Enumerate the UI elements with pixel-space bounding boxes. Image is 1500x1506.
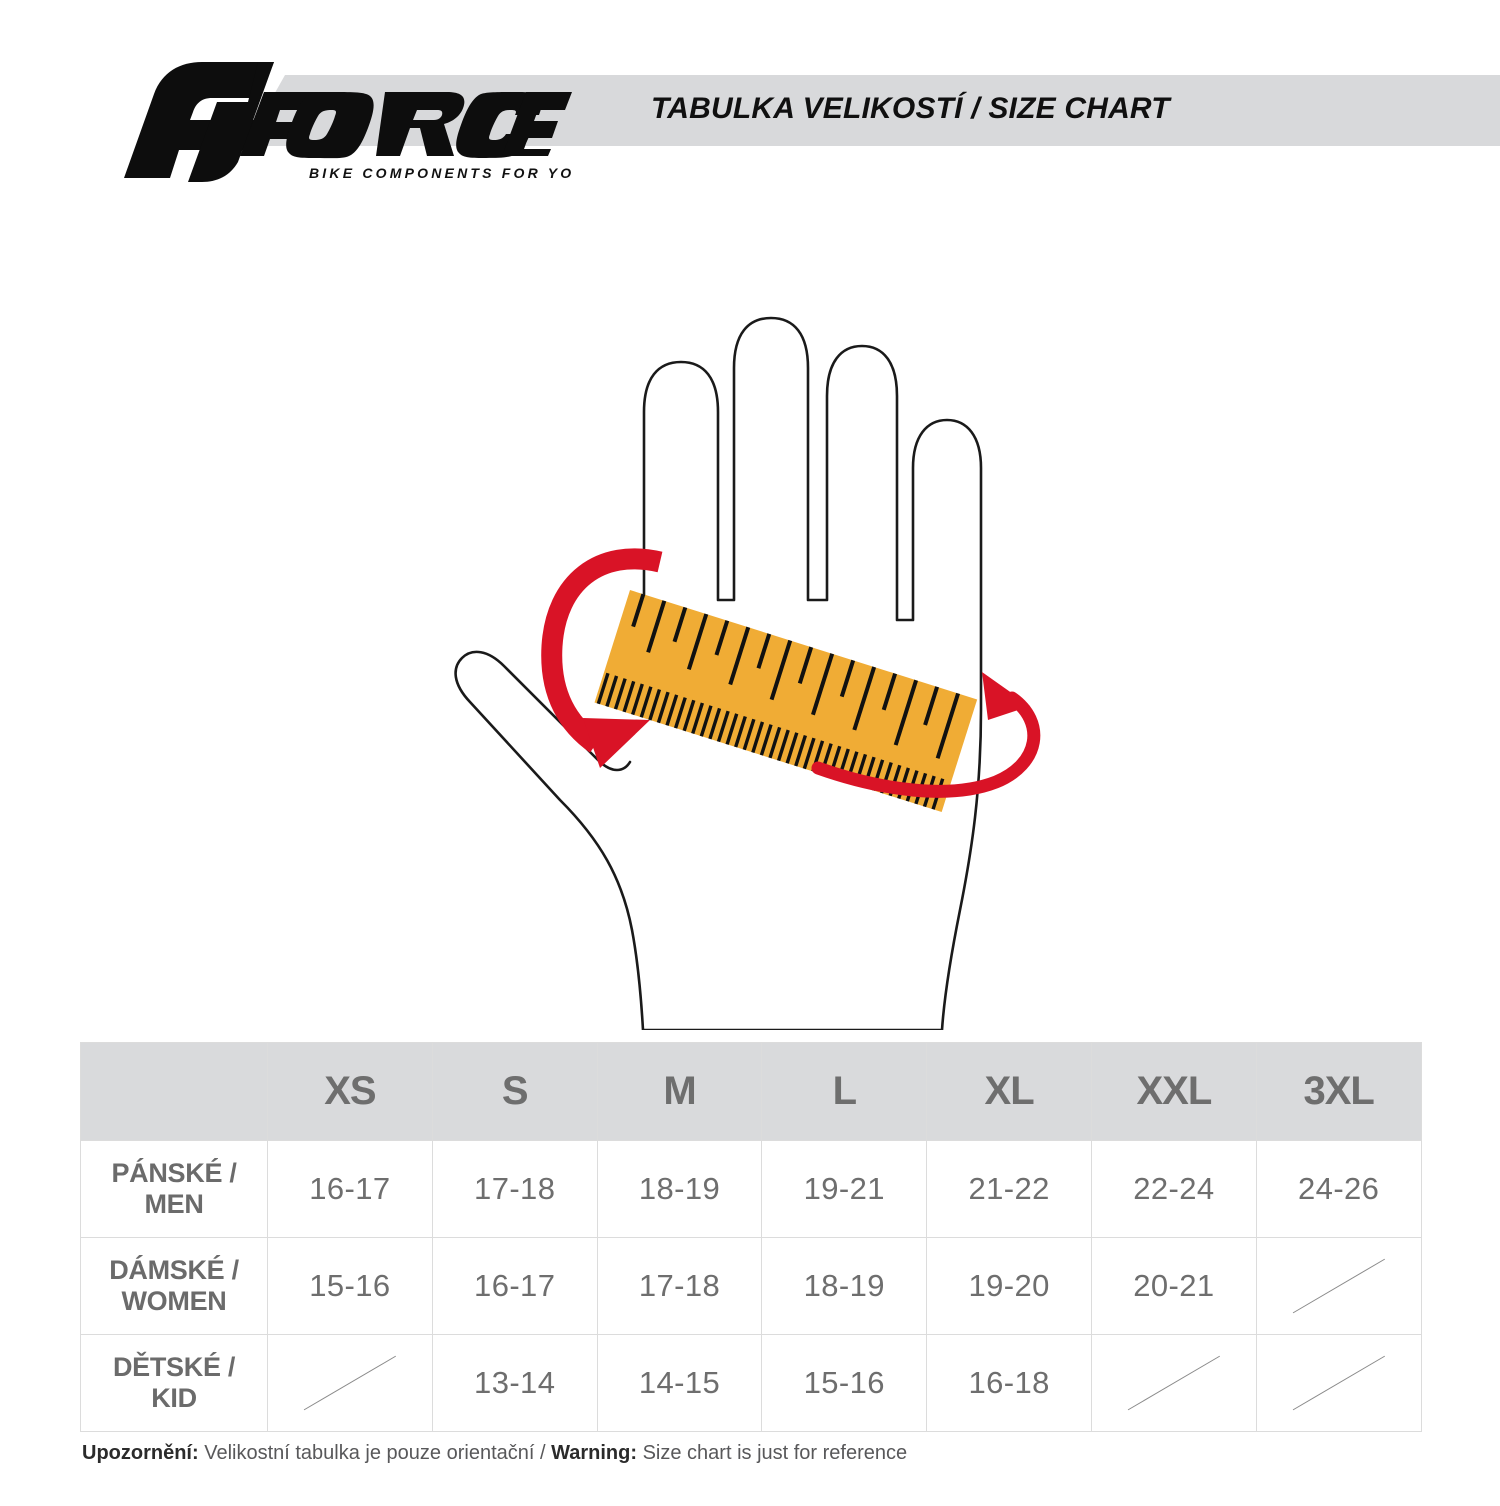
warning-label-en: Warning: <box>551 1442 638 1464</box>
cell-men-xs: 16-17 <box>267 1140 433 1238</box>
hand-measurement-illustration <box>454 316 1041 1030</box>
cell-kid-xl: 16-18 <box>926 1334 1092 1432</box>
row-label-kid-line2: KID <box>151 1383 197 1413</box>
cell-kid-l: 15-16 <box>761 1334 928 1432</box>
column-header-xs: XS <box>267 1042 433 1141</box>
diagonal-slash-icon <box>1092 1335 1256 1431</box>
warning-text-en: Size chart is just for reference <box>637 1442 908 1464</box>
row-label-men-line2: MEN <box>144 1189 204 1219</box>
cell-women-m: 17-18 <box>596 1237 763 1335</box>
cell-kid-m: 14-15 <box>596 1334 763 1432</box>
cell-men-3xl: 24-26 <box>1255 1140 1422 1238</box>
cell-men-s: 17-18 <box>431 1140 598 1238</box>
cell-women-xxl: 20-21 <box>1090 1237 1257 1335</box>
row-label-kid: DĚTSKÉ / KID <box>80 1334 268 1432</box>
cell-women-s: 16-17 <box>431 1237 598 1335</box>
cell-men-xl: 21-22 <box>926 1140 1092 1238</box>
row-label-women-line2: WOMEN <box>121 1286 227 1316</box>
cell-men-l: 19-21 <box>761 1140 928 1238</box>
cell-kid-xxl-empty <box>1090 1334 1257 1432</box>
cell-kid-s: 13-14 <box>431 1334 598 1432</box>
footer-warning-note: Upozornění: Velikostní tabulka je pouze … <box>82 1442 907 1465</box>
row-label-women-line1: DÁMSKÉ / <box>109 1254 239 1285</box>
warning-text-cs: Velikostní tabulka je pouze orientační / <box>198 1442 552 1464</box>
warning-label-cs: Upozornění: <box>82 1442 199 1464</box>
cell-women-xs: 15-16 <box>267 1237 433 1335</box>
logo-tagline-text: BIKE COMPONENTS FOR YOU <box>309 165 572 181</box>
cell-women-l: 18-19 <box>761 1237 928 1335</box>
cell-women-xl: 19-20 <box>926 1237 1092 1335</box>
row-label-kid-line1: DĚTSKÉ / <box>112 1351 236 1382</box>
cell-women-3xl-empty <box>1255 1237 1422 1335</box>
row-label-men-line1: PÁNSKÉ / <box>111 1157 237 1188</box>
table-header-row: XS S M L XL XXL 3XL <box>80 1042 1422 1141</box>
page-header: BIKE COMPONENTS FOR YOU TABULKA VELIKOST… <box>0 0 1500 200</box>
column-header-3xl: 3XL <box>1255 1042 1422 1141</box>
diagonal-slash-icon <box>268 1335 432 1431</box>
page-title: TABULKA VELIKOSTÍ / SIZE CHART <box>651 92 1170 125</box>
size-chart-table: XS S M L XL XXL 3XL PÁNSKÉ / MEN 16-17 1… <box>80 1042 1422 1432</box>
measure-arrow-left <box>541 548 663 768</box>
table-row-men: PÁNSKÉ / MEN 16-17 17-18 18-19 19-21 21-… <box>80 1140 1422 1238</box>
cell-men-m: 18-19 <box>596 1140 763 1238</box>
column-header-s: S <box>431 1042 598 1141</box>
column-header-l: L <box>761 1042 928 1141</box>
table-corner-cell <box>80 1042 268 1141</box>
row-label-men: PÁNSKÉ / MEN <box>80 1140 268 1238</box>
diagonal-slash-icon <box>1257 1335 1421 1431</box>
column-header-xl: XL <box>926 1042 1092 1141</box>
cell-kid-3xl-empty <box>1255 1334 1422 1432</box>
column-header-xxl: XXL <box>1090 1042 1257 1141</box>
table-row-women: DÁMSKÉ / WOMEN 15-16 16-17 17-18 18-19 1… <box>80 1237 1422 1335</box>
row-label-women: DÁMSKÉ / WOMEN <box>80 1237 268 1335</box>
cell-men-xxl: 22-24 <box>1090 1140 1257 1238</box>
measure-arrow-right <box>811 672 1041 798</box>
cell-kid-xs-empty <box>267 1334 433 1432</box>
column-header-m: M <box>596 1042 763 1141</box>
table-row-kid: DĚTSKÉ / KID 13-14 14-15 15-16 16-18 <box>80 1334 1422 1432</box>
force-logo: BIKE COMPONENTS FOR YOU <box>124 62 572 182</box>
diagonal-slash-icon <box>1257 1238 1421 1334</box>
